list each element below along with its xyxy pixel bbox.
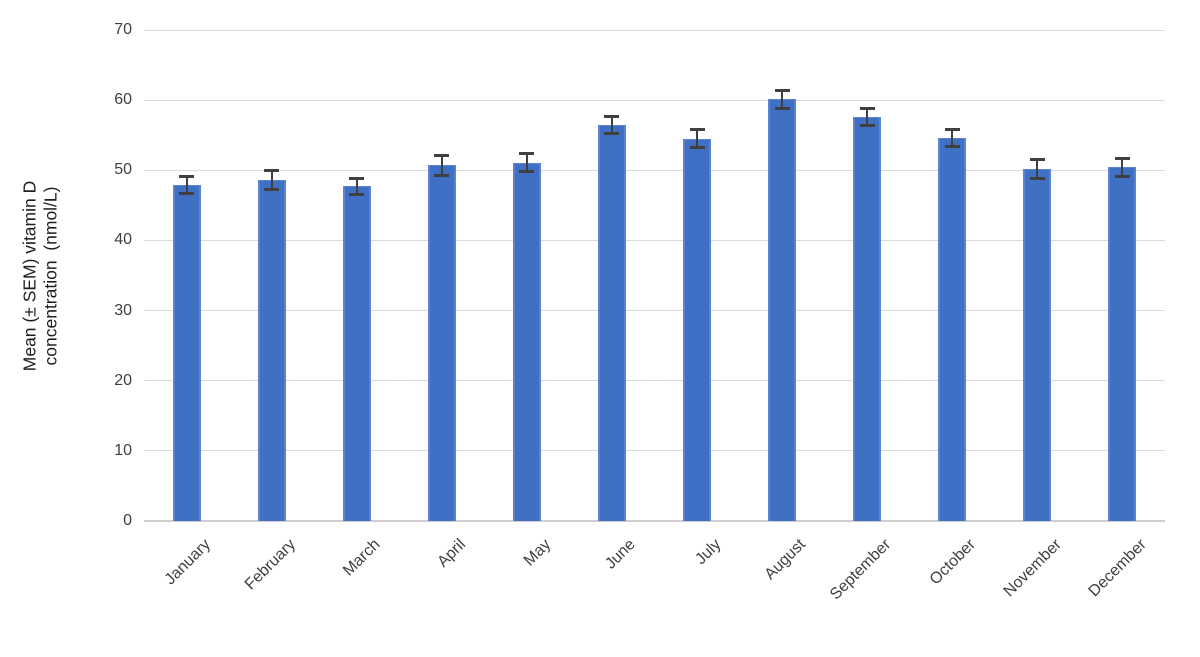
error-bar-march	[355, 178, 358, 195]
error-bar-cap-top-december	[1114, 156, 1130, 160]
error-bar-may	[525, 153, 528, 172]
error-bar-july	[696, 129, 699, 148]
bar-september	[853, 116, 882, 521]
error-bar-cap-top-november	[1029, 157, 1045, 161]
y-tick-label-20: 20	[114, 371, 132, 389]
error-bar-cap-top-january	[179, 175, 195, 179]
bar-may	[512, 162, 541, 521]
error-bar-cap-top-april	[434, 154, 450, 158]
bar-october	[938, 138, 967, 521]
x-tick-label-october: October	[927, 536, 980, 589]
error-bar-cap-bottom-january	[179, 191, 195, 195]
error-bar-cap-bottom-april	[434, 173, 450, 177]
error-bar-cap-top-may	[519, 151, 535, 155]
bar-april	[427, 165, 456, 521]
x-tick-label-november: November	[1000, 536, 1065, 601]
bar-december	[1108, 167, 1137, 521]
gridline-y50	[144, 169, 1165, 171]
y-tick-label-30: 30	[114, 301, 132, 319]
gridline-y30	[144, 310, 1165, 312]
error-bar-cap-bottom-august	[774, 107, 790, 111]
error-bar-february	[270, 170, 273, 190]
gridline-y60	[144, 99, 1165, 101]
error-bar-december	[1121, 158, 1124, 177]
error-bar-cap-top-july	[689, 128, 705, 132]
bar-november	[1023, 168, 1052, 521]
error-bar-cap-bottom-june	[604, 132, 620, 136]
bar-january	[172, 185, 201, 521]
error-bar-september	[866, 108, 869, 126]
error-bar-cap-bottom-may	[519, 170, 535, 174]
y-tick-label-60: 60	[114, 91, 132, 109]
bar-march	[342, 186, 371, 521]
gridline-y70	[144, 29, 1165, 31]
error-bar-cap-bottom-october	[944, 144, 960, 148]
bar-june	[597, 125, 626, 521]
x-tick-label-july: July	[691, 536, 725, 569]
error-bar-august	[781, 90, 784, 109]
x-tick-label-december: December	[1085, 536, 1150, 601]
y-axis-title-line2: concentration (nmol/L)	[41, 186, 61, 366]
x-tick-label-march: March	[340, 536, 384, 580]
error-bar-november	[1036, 159, 1039, 179]
x-tick-label-august: August	[761, 536, 810, 584]
error-bar-cap-bottom-september	[859, 123, 875, 127]
error-bar-cap-top-june	[604, 115, 620, 119]
error-bar-cap-top-august	[774, 88, 790, 92]
x-tick-label-april: April	[434, 536, 469, 571]
bar-february	[257, 180, 286, 521]
error-bar-cap-bottom-november	[1029, 177, 1045, 181]
error-bar-cap-bottom-march	[349, 193, 365, 197]
gridline-y20	[144, 380, 1165, 382]
error-bar-june	[610, 116, 613, 134]
y-tick-label-70: 70	[114, 21, 132, 38]
gridline-y40	[144, 239, 1165, 241]
error-bar-cap-bottom-december	[1114, 175, 1130, 179]
y-tick-label-40: 40	[114, 231, 132, 249]
error-bar-cap-top-february	[264, 168, 280, 172]
y-axis-title-line1: Mean (± SEM) vitamin D	[19, 180, 40, 372]
y-tick-label-0: 0	[123, 512, 132, 529]
error-bar-october	[951, 129, 954, 147]
error-bar-cap-bottom-february	[264, 188, 280, 192]
x-tick-label-january: January	[161, 536, 214, 589]
error-bar-cap-top-march	[349, 176, 365, 180]
error-bar-january	[185, 176, 188, 194]
x-axis-line	[144, 520, 1165, 522]
error-bar-cap-top-october	[944, 128, 960, 132]
bar-august	[768, 99, 797, 521]
x-tick-label-september: September	[826, 536, 895, 604]
x-tick-label-february: February	[241, 536, 299, 594]
error-bar-april	[440, 155, 443, 176]
x-tick-label-june: June	[602, 536, 639, 573]
bar-july	[683, 138, 712, 521]
y-tick-label-50: 50	[114, 161, 132, 179]
error-bar-cap-bottom-july	[689, 146, 705, 150]
gridline-y10	[144, 450, 1165, 452]
x-tick-label-may: May	[520, 536, 554, 570]
y-tick-label-10: 10	[114, 441, 132, 459]
error-bar-cap-top-september	[859, 107, 875, 111]
